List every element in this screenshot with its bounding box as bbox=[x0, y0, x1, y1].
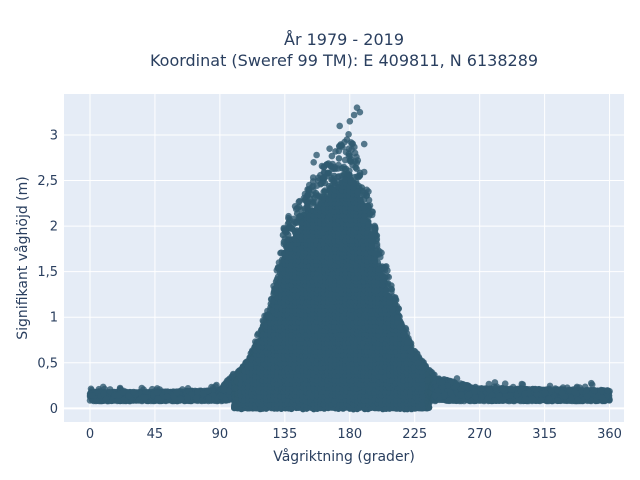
data-point bbox=[499, 385, 506, 393]
data-point bbox=[332, 165, 339, 173]
data-point bbox=[485, 380, 493, 388]
data-point bbox=[588, 379, 595, 387]
data-point bbox=[537, 396, 545, 404]
data-point bbox=[345, 131, 352, 138]
data-point bbox=[198, 397, 206, 405]
data-point bbox=[328, 152, 336, 160]
data-point bbox=[338, 142, 345, 149]
data-points bbox=[86, 104, 613, 413]
